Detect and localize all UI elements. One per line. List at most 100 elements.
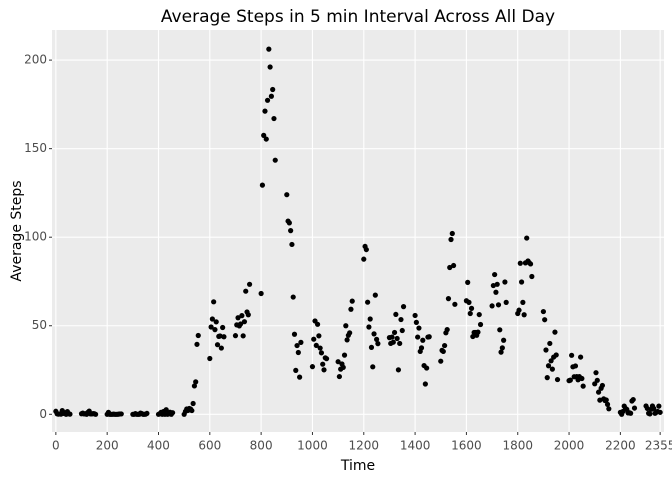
point: [599, 382, 606, 389]
point: [212, 327, 218, 333]
point: [214, 342, 221, 348]
point: [217, 333, 223, 339]
point: [603, 397, 609, 403]
point: [503, 299, 509, 305]
point: [630, 396, 636, 403]
point: [309, 364, 316, 370]
point: [593, 370, 599, 376]
x-tick-label: 800: [250, 439, 273, 453]
point: [213, 319, 219, 325]
point: [516, 307, 522, 313]
y-tick-label: 50: [32, 318, 47, 332]
point: [543, 347, 549, 353]
point: [295, 349, 301, 356]
point: [569, 352, 575, 358]
point: [552, 329, 558, 335]
point: [235, 315, 241, 321]
point: [449, 230, 455, 237]
point: [246, 281, 253, 287]
point: [418, 345, 425, 351]
point: [554, 376, 561, 383]
y-axis-label: Average Steps: [9, 180, 25, 281]
point: [395, 367, 402, 373]
panel: [52, 30, 664, 432]
point: [347, 330, 353, 336]
x-tick-label: 1400: [400, 439, 431, 453]
point: [259, 182, 266, 188]
point: [361, 256, 367, 262]
point: [208, 324, 214, 330]
point: [448, 236, 454, 243]
y-tick-label: 0: [39, 407, 47, 421]
point: [209, 316, 215, 322]
point: [501, 337, 507, 343]
point: [549, 366, 555, 372]
point: [193, 379, 199, 385]
point: [270, 86, 276, 93]
point: [413, 319, 419, 325]
point: [261, 132, 267, 138]
point: [286, 220, 292, 226]
point: [495, 302, 502, 308]
point: [567, 377, 573, 383]
point: [194, 341, 200, 347]
point: [313, 342, 319, 349]
point: [294, 342, 300, 349]
point: [542, 317, 548, 323]
point: [118, 411, 124, 417]
point: [499, 345, 505, 351]
point: [288, 228, 294, 234]
point: [547, 340, 553, 347]
x-tick-label: 200: [96, 439, 119, 453]
x-tick-label: 2355: [645, 439, 672, 453]
point: [390, 339, 396, 345]
point: [316, 333, 322, 339]
point: [475, 329, 481, 335]
point: [243, 288, 249, 294]
point: [572, 363, 579, 369]
point: [492, 271, 498, 278]
point: [314, 321, 321, 327]
x-tick-label: 0: [52, 439, 60, 453]
point: [238, 321, 244, 327]
point: [323, 356, 330, 362]
point: [343, 323, 349, 329]
point: [477, 321, 484, 328]
point: [293, 367, 299, 373]
point: [548, 358, 554, 364]
x-tick-label: 1200: [349, 439, 380, 453]
point: [442, 342, 448, 349]
point: [267, 64, 273, 70]
point: [190, 400, 196, 407]
point: [211, 299, 217, 305]
point: [191, 383, 198, 389]
point: [416, 325, 422, 331]
point: [232, 333, 239, 339]
point: [494, 281, 500, 287]
point: [415, 334, 421, 340]
point: [371, 331, 377, 337]
point: [239, 313, 245, 319]
point: [502, 279, 508, 285]
point: [284, 192, 290, 198]
point: [657, 409, 663, 415]
point: [245, 312, 251, 318]
point: [647, 411, 653, 417]
point: [450, 262, 457, 269]
point: [366, 324, 372, 330]
point: [67, 411, 73, 417]
x-tick-label: 600: [198, 439, 221, 453]
x-tick-label: 2000: [554, 439, 585, 453]
point: [651, 405, 657, 412]
point: [440, 348, 446, 355]
point: [93, 411, 99, 417]
point: [170, 410, 176, 416]
point: [263, 136, 269, 142]
point: [266, 46, 272, 52]
point: [468, 305, 475, 311]
point: [520, 299, 526, 305]
point: [578, 354, 584, 360]
y-tick-label: 200: [24, 53, 47, 67]
point: [521, 312, 527, 318]
